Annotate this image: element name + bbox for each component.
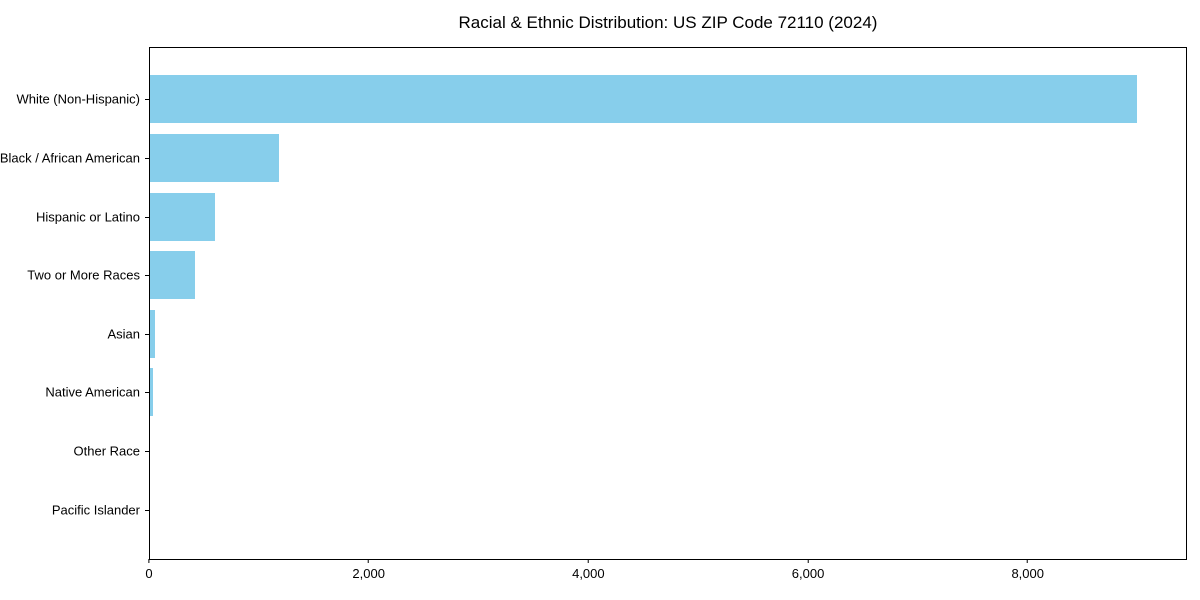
bar: [150, 133, 279, 182]
category-label: White (Non-Hispanic): [16, 91, 140, 107]
bar-row: Pacific Islander: [52, 480, 1186, 539]
x-tick-mark: [587, 559, 589, 563]
bar-row: Asian: [107, 305, 1186, 364]
x-tick: 8,000: [1011, 559, 1044, 581]
y-tick-mark: [145, 275, 149, 277]
category-label: Asian: [107, 326, 140, 342]
x-tick-label: 0: [145, 566, 153, 581]
y-tick-mark: [145, 216, 149, 218]
category-label: Native American: [45, 384, 140, 400]
y-tick-mark: [145, 99, 149, 101]
bar: [150, 309, 156, 358]
y-tick-mark: [145, 451, 149, 453]
bar-row: Native American: [45, 363, 1186, 422]
bar: [150, 368, 154, 417]
x-tick-mark: [807, 559, 809, 563]
y-tick-mark: [145, 392, 149, 394]
x-tick: 4,000: [572, 559, 605, 581]
bar-row: White (Non-Hispanic): [16, 70, 1186, 129]
bar: [150, 251, 195, 300]
category-label: Black / African American: [0, 150, 140, 166]
y-tick-mark: [145, 157, 149, 159]
x-tick-mark: [1027, 559, 1029, 563]
bar-row: Hispanic or Latino: [36, 187, 1186, 246]
plot-area: White (Non-Hispanic) Black / African Amer…: [0, 47, 1187, 581]
category-label: Hispanic or Latino: [35, 209, 140, 225]
x-tick-mark: [148, 559, 150, 563]
bar-row: Two or More Races: [27, 246, 1186, 305]
x-tick: 0: [145, 559, 153, 581]
bar-row: Other Race: [74, 422, 1186, 481]
chart-title: Racial & Ethnic Distribution: US ZIP Cod…: [458, 13, 878, 32]
y-tick-mark: [145, 509, 149, 511]
x-tick-label: 6,000: [791, 566, 825, 581]
bar-rows: White (Non-Hispanic) Black / African Amer…: [0, 48, 1186, 559]
bar: [150, 75, 1137, 124]
y-tick-mark: [145, 333, 149, 335]
x-tick: 2,000: [352, 559, 385, 581]
bar: [150, 192, 216, 241]
x-tick-mark: [368, 559, 370, 563]
bar-row: Black / African American: [0, 129, 1186, 188]
x-tick: 6,000: [791, 559, 825, 581]
x-tick-label: 4,000: [572, 566, 605, 581]
x-axis: 0 2,000 4,000 6,000 8,000: [145, 559, 1187, 599]
category-label: Two or More Races: [27, 267, 140, 283]
category-label: Pacific Islander: [51, 502, 140, 518]
x-tick-label: 8,000: [1011, 566, 1044, 581]
category-label: Other Race: [73, 443, 140, 459]
x-tick-label: 2,000: [352, 566, 385, 581]
